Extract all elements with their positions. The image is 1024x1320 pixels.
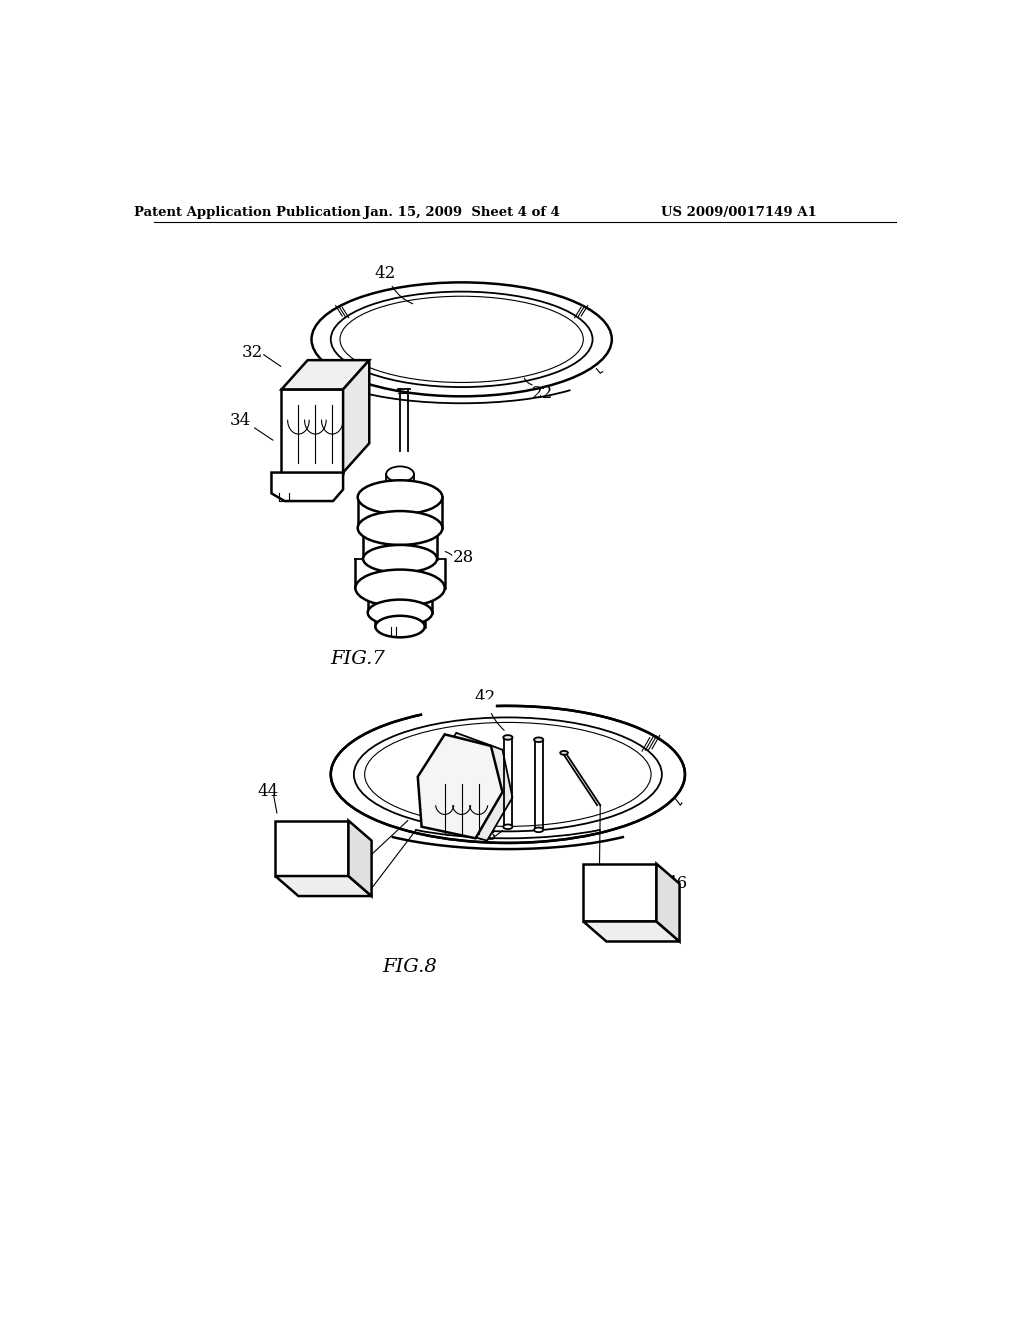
Polygon shape	[343, 360, 370, 473]
Text: 46: 46	[667, 875, 688, 892]
Polygon shape	[584, 921, 680, 941]
Text: US 2009/0017149 A1: US 2009/0017149 A1	[660, 206, 817, 219]
Text: Patent Application Publication: Patent Application Publication	[134, 206, 361, 219]
Text: 22: 22	[531, 384, 553, 401]
Ellipse shape	[535, 828, 544, 832]
Text: 42: 42	[374, 265, 395, 282]
Text: 42: 42	[474, 689, 496, 706]
Ellipse shape	[535, 738, 544, 742]
Text: FIG.8: FIG.8	[382, 958, 436, 975]
Ellipse shape	[357, 511, 442, 545]
Text: FIG.7: FIG.7	[331, 649, 385, 668]
Ellipse shape	[560, 751, 568, 755]
Ellipse shape	[503, 735, 512, 739]
Ellipse shape	[357, 480, 442, 515]
Text: 44: 44	[257, 783, 279, 800]
Text: 28: 28	[453, 549, 474, 566]
Text: 34: 34	[229, 412, 251, 429]
Polygon shape	[656, 863, 680, 941]
Ellipse shape	[503, 825, 512, 829]
Polygon shape	[348, 821, 372, 896]
Polygon shape	[271, 473, 343, 502]
Polygon shape	[282, 360, 370, 389]
Ellipse shape	[355, 570, 444, 607]
Ellipse shape	[368, 599, 432, 626]
Ellipse shape	[376, 616, 425, 638]
Text: 32: 32	[242, 345, 263, 360]
Text: 48: 48	[476, 828, 497, 845]
Polygon shape	[275, 821, 348, 876]
Polygon shape	[282, 389, 343, 473]
Polygon shape	[275, 876, 372, 896]
Ellipse shape	[386, 466, 414, 482]
Text: Jan. 15, 2009  Sheet 4 of 4: Jan. 15, 2009 Sheet 4 of 4	[364, 206, 559, 219]
Polygon shape	[418, 734, 503, 838]
Polygon shape	[433, 733, 512, 841]
Ellipse shape	[364, 545, 437, 573]
Polygon shape	[584, 863, 656, 921]
